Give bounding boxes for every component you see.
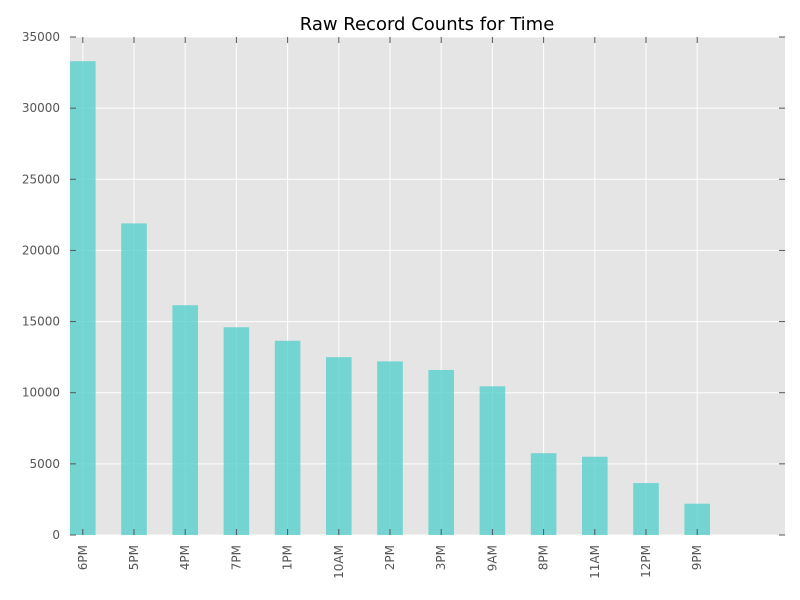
- x-tick-label: 8PM: [537, 545, 551, 570]
- x-tick-label: 10AM: [332, 545, 346, 579]
- x-tick-label: 12PM: [639, 545, 653, 578]
- y-axis-tick-labels: 0 5000 10000 15000 20000 25000 30000 35000: [22, 30, 60, 542]
- chart-title: Raw Record Counts for Time: [300, 14, 555, 35]
- bar-2pm: [377, 361, 403, 535]
- x-tick-label: 1PM: [281, 545, 295, 570]
- bar-9am: [479, 386, 506, 535]
- bar-1pm: [274, 340, 301, 535]
- x-tick-label: 9AM: [485, 545, 499, 571]
- x-tick-label: 6PM: [76, 545, 90, 570]
- x-tick-label: 9PM: [690, 545, 704, 570]
- bar-10am: [326, 357, 352, 535]
- x-axis-tick-labels: 6PM 5PM 4PM 7PM 1PM 10AM 2PM 3PM 9AM 8PM 11AM 12PM 9…: [76, 545, 704, 579]
- y-tick-label: 25000: [22, 172, 60, 186]
- y-tick-label: 30000: [22, 101, 60, 115]
- bar-3pm: [428, 369, 454, 535]
- y-tick-label: 5000: [29, 457, 60, 471]
- x-tick-label: 5PM: [127, 545, 141, 570]
- bar-12pm: [633, 483, 659, 535]
- bar-8pm: [530, 453, 557, 535]
- bar-6pm: [70, 61, 96, 536]
- axis-ticks: [70, 36, 785, 536]
- x-tick-label: 2PM: [383, 545, 397, 570]
- y-tick-label: 20000: [22, 243, 60, 257]
- y-tick-label: 15000: [22, 315, 60, 329]
- x-tick-label: 4PM: [178, 545, 192, 570]
- y-tick-label: 10000: [22, 386, 60, 400]
- x-tick-label: 11AM: [588, 545, 602, 579]
- y-tick-label: 35000: [22, 30, 60, 44]
- bar-11am: [582, 456, 608, 535]
- bars: [70, 61, 710, 536]
- x-tick-label: 7PM: [229, 545, 243, 570]
- bar-7pm: [223, 327, 250, 535]
- y-tick-label: 0: [52, 528, 60, 542]
- bar-5pm: [121, 223, 147, 535]
- bar-4pm: [172, 305, 198, 535]
- x-tick-label: 3PM: [434, 545, 448, 570]
